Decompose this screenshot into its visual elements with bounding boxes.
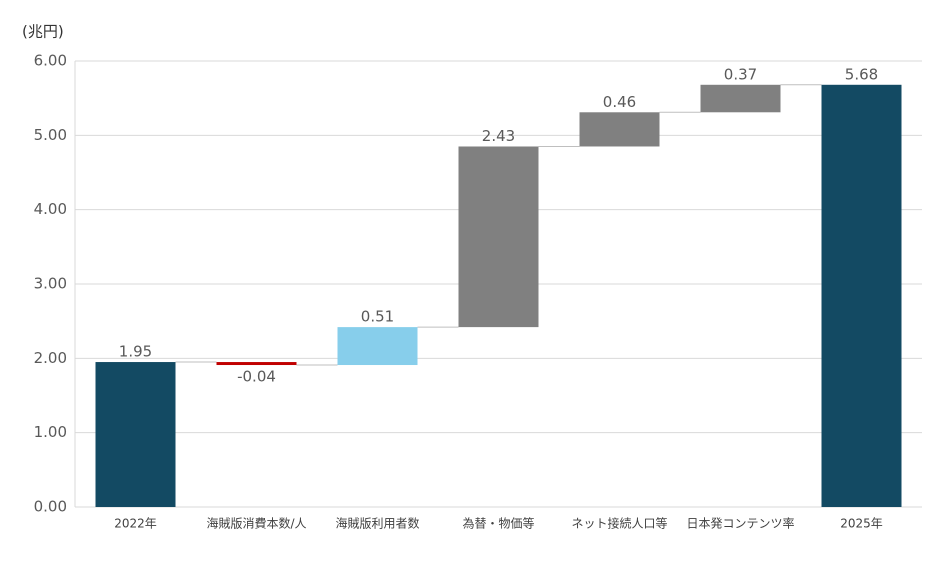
x-tick-label: 為替・物価等 [462, 517, 534, 531]
value-label: 0.46 [603, 93, 636, 111]
x-tick-label: 2025年 [840, 517, 883, 531]
value-label: 0.37 [724, 65, 757, 83]
bar [821, 84, 902, 507]
y-tick-label: 1.00 [34, 423, 67, 441]
y-tick-label: 3.00 [34, 275, 67, 293]
value-label: 1.95 [119, 343, 152, 361]
value-label: 0.51 [361, 308, 394, 326]
value-label: 5.68 [845, 65, 878, 83]
value-label: -0.04 [237, 368, 276, 386]
x-tick-label: 日本発コンテンツ率 [686, 516, 794, 531]
y-tick-label: 5.00 [34, 126, 67, 144]
x-tick-label: 2022年 [114, 517, 157, 531]
bar [95, 362, 176, 507]
x-tick-label: ネット接続人口等 [571, 516, 667, 531]
y-tick-label: 0.00 [34, 498, 67, 516]
y-tick-label: 2.00 [34, 349, 67, 367]
bar [700, 84, 781, 113]
value-label: 2.43 [482, 127, 515, 145]
x-tick-label: 海賊版利用者数 [335, 516, 419, 531]
y-tick-label: 4.00 [34, 200, 67, 218]
bar [216, 362, 297, 366]
bar [337, 327, 418, 366]
y-axis-label: (兆円) [22, 23, 64, 41]
bar [579, 112, 660, 147]
x-tick-label: 海賊版消費本数/人 [206, 516, 306, 531]
y-tick-label: 6.00 [34, 52, 67, 70]
bar [458, 146, 539, 328]
